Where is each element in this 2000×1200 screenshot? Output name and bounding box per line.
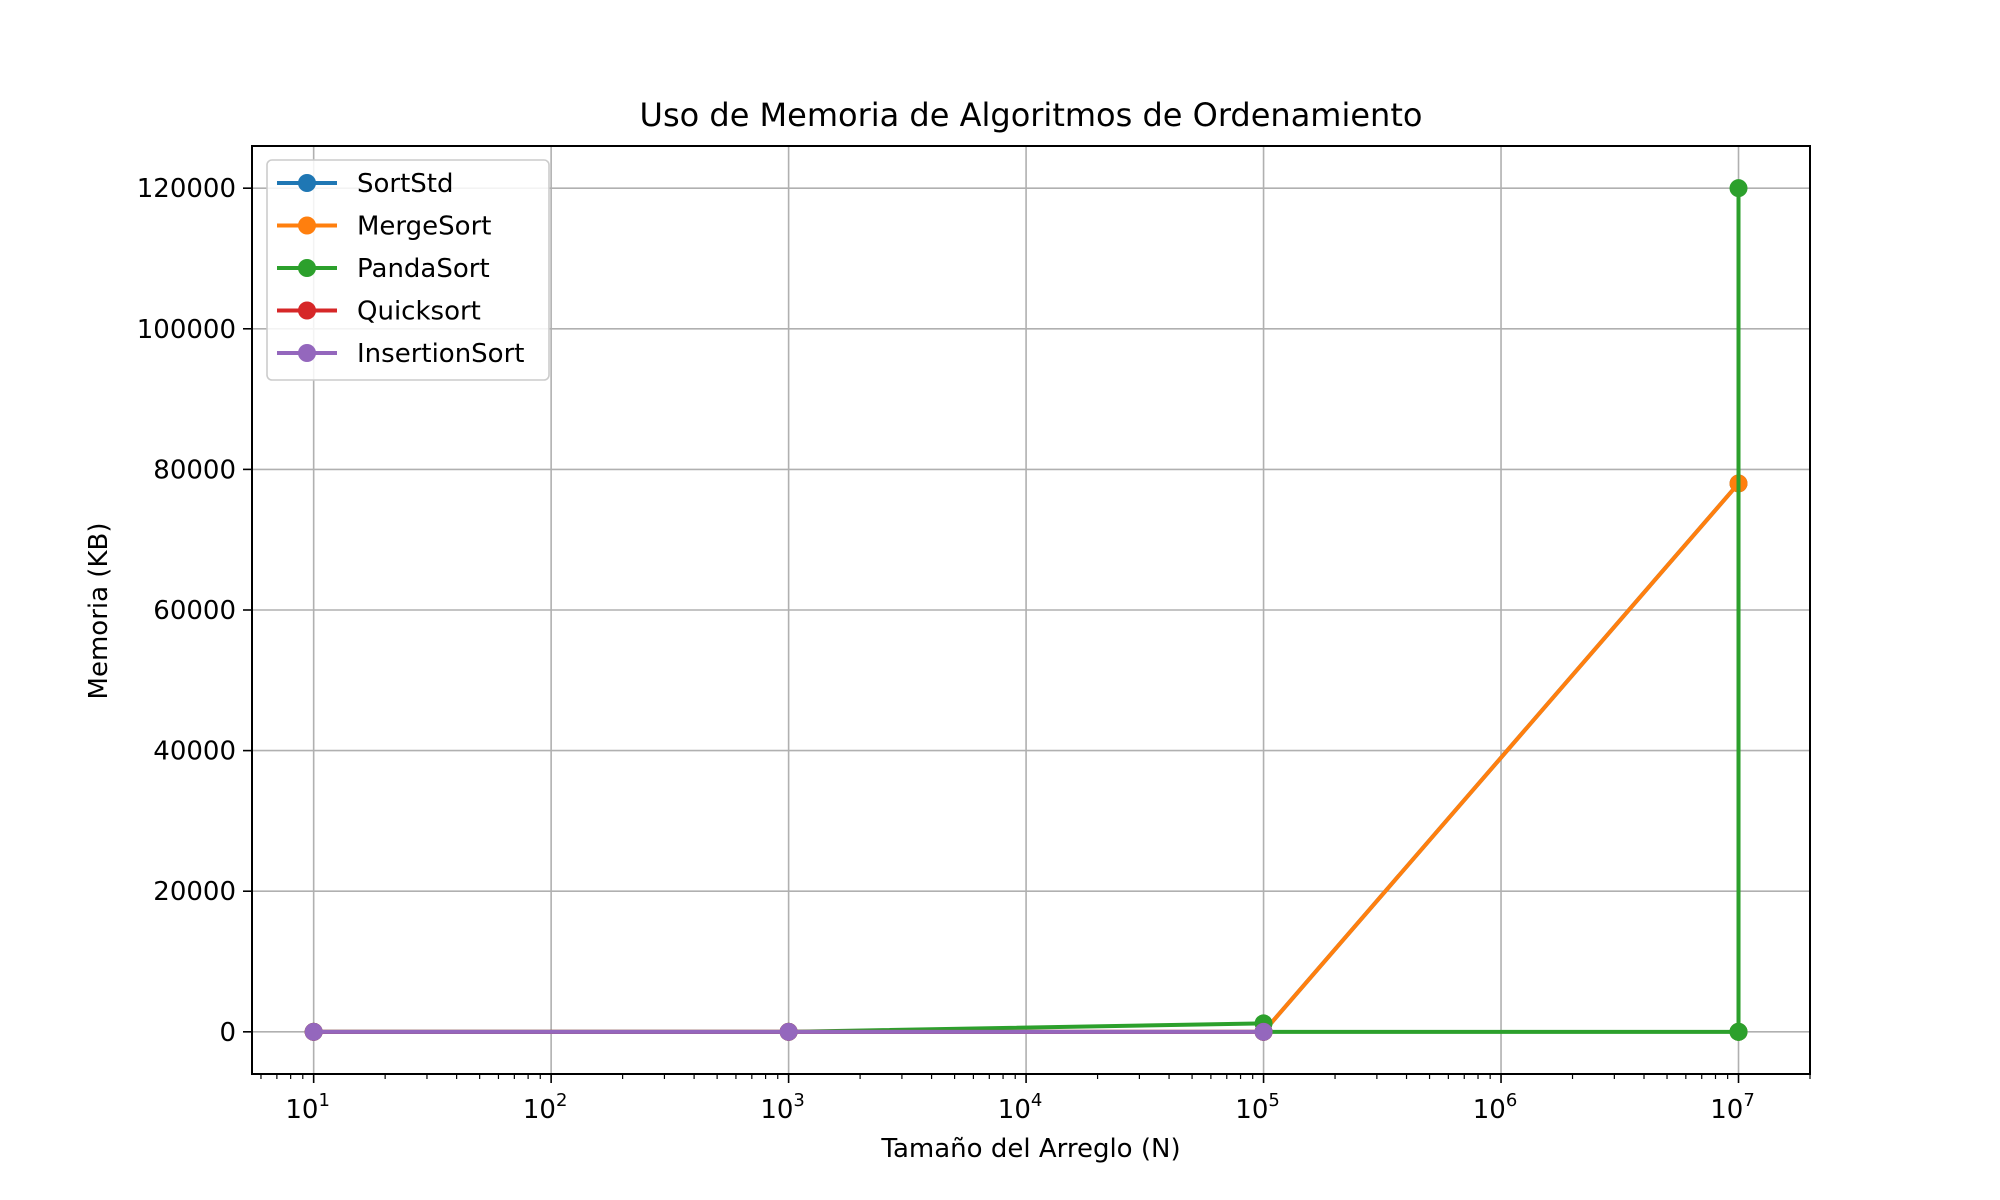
y-tick-label: 0 [219,1018,236,1048]
y-tick-label: 60000 [153,596,236,626]
x-tick-label: 104 [998,1090,1043,1125]
legend-label: InsertionSort [357,339,524,369]
data-point [1729,1022,1748,1041]
x-tick-label: 103 [760,1090,805,1125]
y-tick-label: 80000 [153,455,236,485]
legend-label: Quicksort [357,297,481,327]
x-tick-label: 101 [285,1090,330,1125]
legend-label: MergeSort [357,212,491,242]
y-axis-label: Memoria (KB) [84,523,114,700]
legend-marker [298,301,316,320]
legend-item: SortStd [277,169,454,199]
legend-box [266,159,550,381]
series-layer [304,179,1748,1041]
legend-item: PandaSort [277,254,490,284]
series-insertionsort [304,1022,1273,1041]
legend-marker [298,344,316,362]
data-point [1729,179,1748,198]
legend-item: InsertionSort [277,339,524,369]
y-tick-label: 100000 [137,315,236,345]
y-tick-label: 40000 [153,737,236,767]
x-tick-label: 102 [523,1090,568,1125]
x-tick-label: 105 [1235,1090,1280,1125]
legend-marker [298,174,316,192]
legend-label: SortStd [357,169,454,199]
grid-lines [252,146,1810,1074]
data-point [779,1022,798,1041]
x-tick-label: 107 [1710,1090,1755,1125]
chart-title: Uso de Memoria de Algoritmos de Ordenami… [640,96,1423,134]
y-tick-label: 20000 [153,877,236,907]
y-tick-label: 120000 [137,174,236,204]
y-axis-ticks: 0 20000 40000 60000 80000 100000 120000 [137,174,252,1048]
legend-label: PandaSort [357,254,490,284]
legend: SortStd MergeSort PandaSort Quicksort Insert… [266,159,550,381]
legend-marker [298,259,316,277]
legend-item: Quicksort [277,297,481,327]
legend-marker [298,216,316,235]
x-axis-label: Tamaño del Arreglo (N) [880,1134,1180,1164]
data-point [304,1022,323,1041]
data-point [1254,1022,1273,1041]
x-axis-ticks: 101 102 103 104 105 106 107 [260,1074,1811,1125]
x-tick-label: 106 [1473,1090,1518,1125]
legend-item: MergeSort [277,212,491,242]
